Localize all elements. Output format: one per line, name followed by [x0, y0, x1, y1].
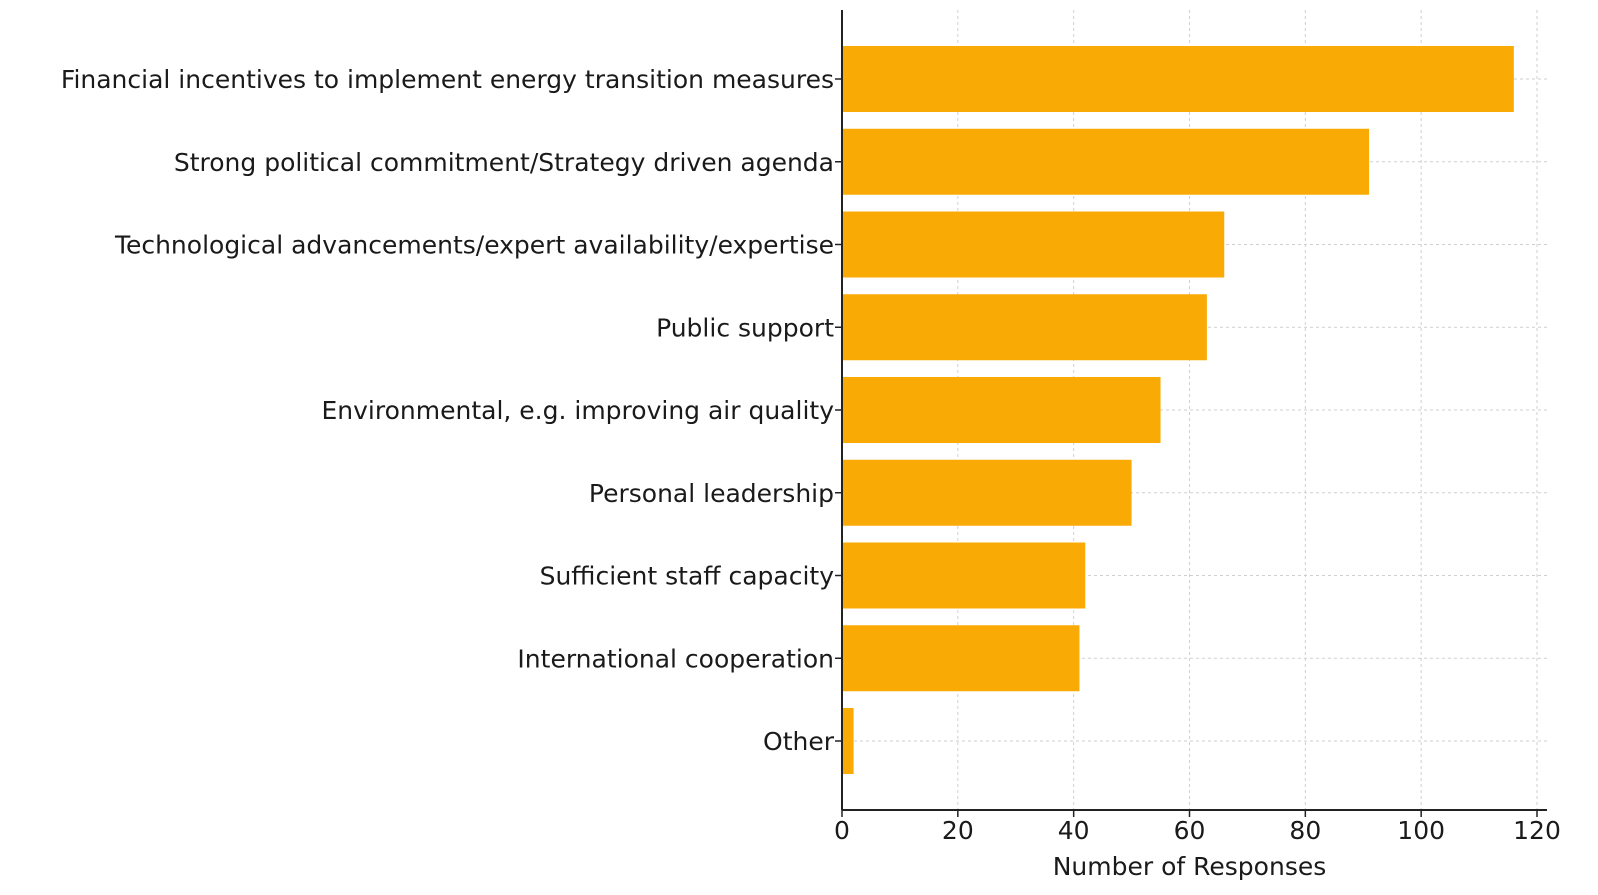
- bars: [842, 46, 1514, 774]
- x-tick-label: 120: [1513, 816, 1561, 845]
- category-label: Other: [763, 727, 835, 756]
- x-tick-label: 100: [1397, 816, 1445, 845]
- bar: [842, 542, 1086, 609]
- bar: [842, 294, 1207, 361]
- bar: [842, 625, 1080, 692]
- category-label: Financial incentives to implement energy…: [61, 65, 834, 94]
- x-tick-labels: 0 20 40 60 80 100 120: [834, 810, 1561, 845]
- category-label: Personal leadership: [589, 479, 834, 508]
- x-tick-label: 80: [1289, 816, 1321, 845]
- bar: [842, 459, 1132, 526]
- category-label: International cooperation: [517, 644, 834, 673]
- bar: [842, 377, 1161, 443]
- bar: [842, 211, 1225, 278]
- category-label: Environmental, e.g. improving air qualit…: [322, 396, 835, 425]
- category-label: Public support: [656, 313, 834, 342]
- x-tick-label: 60: [1174, 816, 1206, 845]
- x-tick-label: 40: [1058, 816, 1090, 845]
- x-axis-title: Number of Responses: [1053, 852, 1327, 881]
- category-label: Technological advancements/expert availa…: [114, 231, 834, 260]
- category-label: Strong political commitment/Strategy dri…: [174, 148, 834, 177]
- bar: [842, 128, 1370, 195]
- bar: [842, 708, 854, 774]
- category-label: Sufficient staff capacity: [540, 562, 835, 591]
- bar: [842, 46, 1514, 112]
- x-tick-label: 0: [834, 816, 850, 845]
- x-tick-label: 20: [942, 816, 974, 845]
- category-labels: Financial incentives to implement energy…: [61, 65, 842, 756]
